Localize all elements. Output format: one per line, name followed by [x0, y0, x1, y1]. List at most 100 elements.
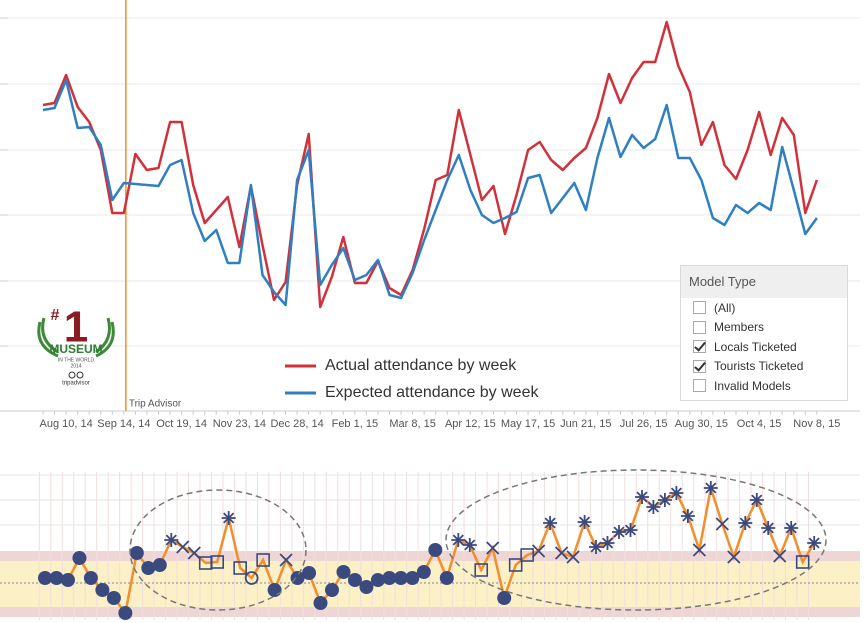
marker-circle [370, 573, 385, 587]
x-tick-label: Aug 10, 14 [39, 418, 92, 430]
filter-option[interactable]: Tourists Ticketed [681, 357, 847, 377]
marker-star [784, 521, 799, 535]
filter-option[interactable]: Members [681, 318, 847, 338]
marker-circle [83, 571, 98, 585]
marker-x [279, 553, 293, 567]
marker-x [554, 546, 569, 560]
x-tick-label: Jul 26, 15 [620, 418, 668, 430]
marker-circle [267, 583, 282, 597]
x-tick-label: Jun 21, 15 [560, 418, 611, 430]
marker-square [233, 561, 247, 575]
x-tick-label: Nov 8, 15 [793, 418, 840, 430]
marker-circle [49, 571, 64, 585]
marker-circle [302, 566, 317, 580]
marker-x [566, 550, 580, 564]
filter-option-label: Invalid Models [714, 378, 791, 393]
legend-label: Expected attendance by week [325, 384, 539, 401]
marker-star [635, 490, 649, 504]
marker-circle [118, 606, 133, 620]
annotation-label: Trip Advisor [129, 399, 182, 410]
x-tick-label: Mar 8, 15 [389, 418, 435, 430]
marker-circle [393, 571, 408, 585]
x-tick-label: Nov 23, 14 [213, 418, 266, 430]
logo-name: MUSEUM [49, 342, 102, 356]
marker-star [623, 523, 638, 537]
x-tick-label: May 17, 15 [501, 418, 555, 430]
marker-x [692, 543, 706, 557]
marker-circle [347, 573, 362, 587]
filter-option[interactable]: (All) [681, 298, 847, 318]
highlight-ellipse [129, 489, 307, 611]
marker-square [210, 555, 224, 569]
filter-option[interactable]: Invalid Models [681, 376, 847, 396]
marker-x [715, 517, 729, 531]
checkbox[interactable] [693, 301, 706, 315]
marker-star [669, 486, 684, 500]
marker-circle [497, 591, 512, 605]
checkbox[interactable] [693, 340, 706, 354]
marker-circle [72, 551, 87, 565]
marker-x [727, 550, 741, 564]
x-tick-label: Oct 4, 15 [737, 418, 782, 430]
marker-star [657, 493, 672, 507]
marker-star [807, 536, 822, 550]
marker-circle [359, 580, 374, 594]
laurel-left [37, 317, 59, 358]
marker-circle [325, 583, 339, 597]
logo-hash: # [51, 307, 60, 324]
marker-circle [313, 596, 328, 610]
marker-star [589, 540, 603, 554]
marker-star [221, 511, 236, 525]
checkbox[interactable] [693, 359, 706, 373]
marker-star [577, 515, 592, 529]
highlight-ellipse [445, 469, 827, 611]
marker-circle [336, 565, 351, 579]
marker-square [795, 555, 810, 569]
marker-star [543, 516, 558, 530]
filter-option-label: Locals Ticketed [714, 339, 797, 354]
marker-circle [129, 546, 144, 560]
marker-star [612, 525, 626, 539]
marker-star [680, 509, 695, 523]
marker-circle [106, 591, 121, 605]
checkbox[interactable] [693, 379, 706, 393]
checkbox[interactable] [693, 320, 706, 334]
marker-square [474, 563, 489, 577]
marker-square [256, 553, 270, 567]
marker-star [738, 516, 753, 530]
marker-circle [141, 561, 156, 575]
marker-circle [95, 583, 110, 597]
laurel-right [95, 317, 115, 358]
marker-circle [416, 565, 431, 579]
marker-square [520, 548, 534, 562]
x-tick-label: Aug 30, 15 [675, 418, 728, 430]
logo-owl-eye [68, 371, 76, 379]
logo-year: 2014 [70, 363, 81, 369]
filter-option-label: (All) [714, 300, 736, 315]
marker-x [773, 549, 787, 563]
marker-star [749, 493, 764, 507]
marker-star [703, 481, 718, 495]
marker-circle [405, 571, 420, 585]
marker-circle [428, 543, 443, 557]
marker-circle [439, 571, 454, 585]
filter-option[interactable]: Locals Ticketed [681, 337, 847, 357]
x-tick-label: Oct 19, 14 [156, 418, 207, 430]
marker-x [176, 540, 190, 554]
filter-title: Model Type [681, 266, 847, 298]
marker-star [600, 536, 615, 550]
legend-label: Actual attendance by week [325, 357, 517, 374]
marker-star [164, 533, 179, 547]
filter-option-label: Tourists Ticketed [714, 359, 804, 374]
filter-option-label: Members [714, 320, 765, 335]
marker-x [532, 544, 546, 558]
x-tick-label: Apr 12, 15 [445, 418, 496, 430]
marker-x [486, 541, 500, 555]
logo-subtitle: IN THE WORLD [58, 357, 95, 363]
marker-star [462, 538, 477, 552]
marker-open-circle [244, 571, 259, 585]
filter-panel: Model Type (All) Members Locals Ticketed To… [680, 265, 848, 401]
logo-brand: tripadvisor [62, 381, 90, 387]
